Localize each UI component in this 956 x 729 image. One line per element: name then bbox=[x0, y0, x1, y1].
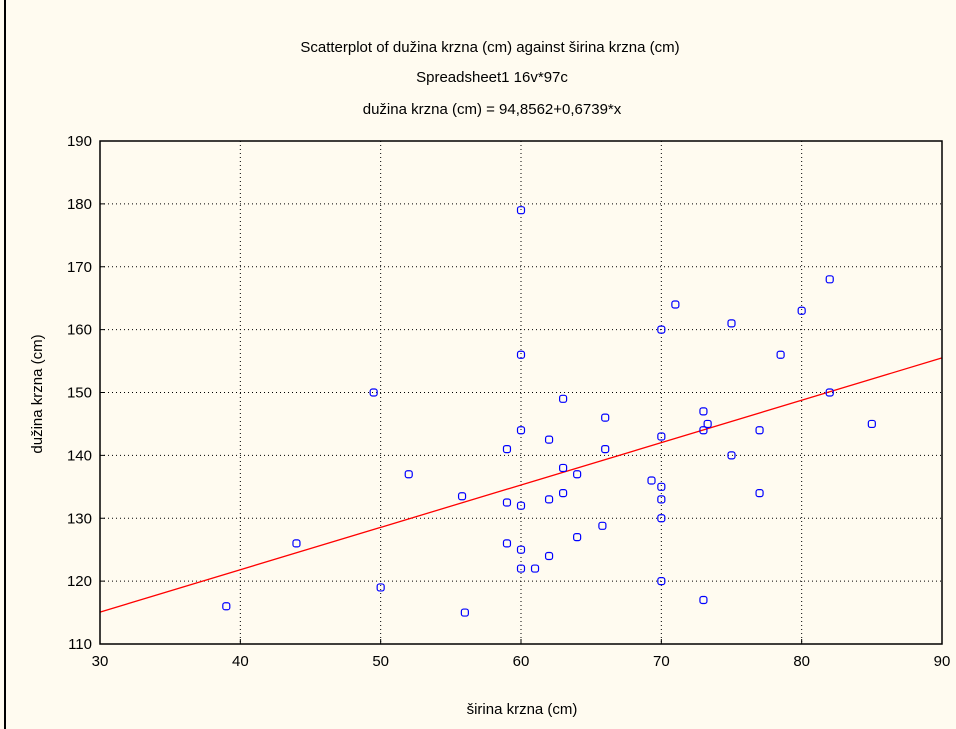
data-point bbox=[516, 426, 526, 435]
chart-title: Scatterplot of dužina krzna (cm) against… bbox=[300, 39, 679, 56]
data-point bbox=[601, 413, 610, 422]
data-point bbox=[502, 498, 512, 507]
data-point bbox=[404, 470, 413, 479]
data-point bbox=[573, 470, 582, 479]
data-point bbox=[544, 495, 554, 504]
grid-lines bbox=[100, 141, 942, 644]
data-point bbox=[601, 444, 610, 454]
data-point bbox=[657, 482, 666, 491]
y-tick-label: 180 bbox=[67, 196, 92, 213]
x-tick-label: 50 bbox=[372, 653, 389, 670]
data-point bbox=[558, 394, 568, 403]
data-point bbox=[657, 325, 666, 334]
x-axis-label: širina krzna (cm) bbox=[467, 701, 578, 718]
data-point bbox=[755, 489, 764, 498]
data-point bbox=[516, 564, 526, 573]
data-point bbox=[292, 539, 301, 548]
y-tick-label: 140 bbox=[67, 447, 92, 464]
data-point bbox=[573, 533, 582, 542]
data-point bbox=[825, 275, 834, 284]
y-tick-label: 160 bbox=[67, 322, 92, 339]
data-point bbox=[502, 444, 512, 454]
x-tick-label: 80 bbox=[793, 653, 810, 670]
y-tick-label: 130 bbox=[67, 510, 92, 527]
data-point bbox=[544, 551, 554, 561]
data-point bbox=[530, 564, 540, 573]
data-point bbox=[867, 419, 876, 429]
data-point bbox=[558, 489, 568, 498]
data-points bbox=[222, 206, 876, 617]
data-point bbox=[657, 432, 666, 441]
y-tick-label: 110 bbox=[68, 636, 92, 653]
x-tick-label: 90 bbox=[934, 653, 951, 670]
y-axis-label: dužina krzna (cm) bbox=[29, 334, 46, 453]
y-tick-label: 170 bbox=[67, 259, 92, 276]
window-left-border bbox=[4, 0, 6, 729]
data-point bbox=[516, 350, 526, 359]
data-point bbox=[502, 539, 512, 548]
y-tick-label: 150 bbox=[67, 385, 92, 402]
regression-line bbox=[99, 357, 943, 613]
regression-equation: dužina krzna (cm) = 94,8562+0,6739*x bbox=[363, 101, 622, 118]
data-point bbox=[776, 350, 785, 359]
data-point bbox=[657, 514, 666, 523]
data-point bbox=[703, 419, 712, 429]
data-point bbox=[825, 388, 834, 397]
x-tick-label: 30 bbox=[92, 653, 109, 670]
data-point bbox=[647, 476, 656, 485]
data-point bbox=[657, 577, 666, 586]
data-point bbox=[558, 463, 568, 473]
data-point bbox=[699, 407, 708, 416]
data-point bbox=[544, 435, 554, 444]
x-tick-label: 70 bbox=[653, 653, 670, 670]
data-point bbox=[376, 583, 385, 592]
x-tick-label: 60 bbox=[513, 653, 530, 670]
regression-line-group bbox=[99, 357, 943, 613]
tick-labels: 30 40 50 60 70 80 90 110 120 130 140 150 160 170 180 19… bbox=[67, 133, 950, 670]
data-point bbox=[727, 319, 736, 328]
y-tick-label: 190 bbox=[67, 133, 92, 150]
data-point bbox=[671, 300, 680, 309]
y-tick-label: 120 bbox=[67, 573, 92, 590]
data-point bbox=[460, 608, 469, 617]
data-point bbox=[727, 451, 736, 460]
data-point bbox=[699, 426, 708, 435]
data-point bbox=[516, 545, 526, 554]
data-point bbox=[516, 206, 526, 215]
data-point bbox=[369, 388, 378, 397]
data-point bbox=[755, 426, 764, 435]
data-point bbox=[699, 595, 708, 605]
chart-subtitle: Spreadsheet1 16v*97c bbox=[416, 69, 568, 86]
data-point bbox=[598, 521, 607, 530]
data-point bbox=[797, 306, 806, 315]
data-point bbox=[516, 501, 526, 510]
data-point bbox=[657, 495, 666, 504]
data-point bbox=[222, 602, 231, 611]
x-tick-label: 40 bbox=[232, 653, 249, 670]
data-point bbox=[457, 492, 467, 501]
